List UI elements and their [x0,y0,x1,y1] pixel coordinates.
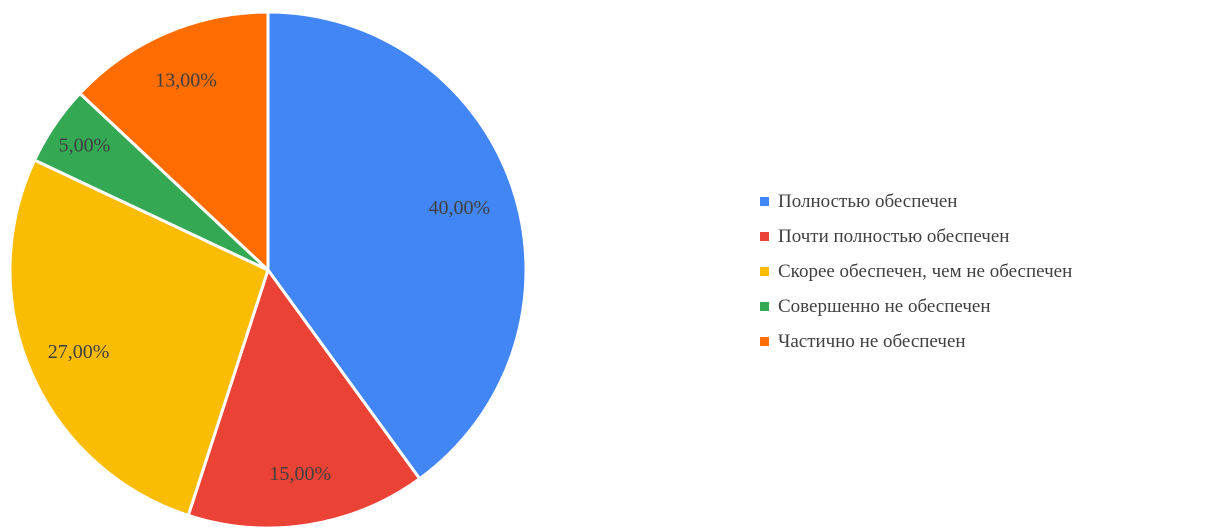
legend-item: Скорее обеспечен, чем не обеспечен [760,254,1220,289]
data-label-fully-provided: 40,00% [429,197,491,219]
pie-slice-almost-fully-provided [186,268,422,529]
legend-swatch [760,197,769,206]
pie-data-labels: 40,00% 15,00% 27,00% 5,00% 13,00% [48,70,490,485]
data-label-partially-not-provided: 13,00% [155,70,217,92]
legend-item: Совершенно не обеспечен [760,289,1220,324]
legend-label: Почти полностью обеспечен [778,225,1010,247]
pie-plot: 40,00% 15,00% 27,00% 5,00% 13,00% [8,10,528,529]
legend-label: Полностью обеспечен [778,190,958,212]
data-label-almost-fully-provided: 15,00% [269,463,331,485]
legend-swatch [760,232,769,241]
legend-item: Почти полностью обеспечен [760,219,1220,254]
legend-label: Частично не обеспечен [778,330,966,352]
pie-slices [8,10,528,529]
legend-label: Скорее обеспечен, чем не обеспечен [778,260,1073,282]
data-label-not-provided-at-all: 5,00% [59,134,111,156]
pie-slice-fully-provided [266,10,528,481]
legend: Полностью обеспечен Почти полностью обес… [760,184,1220,359]
legend-item: Частично не обеспечен [760,324,1220,359]
legend-swatch [760,337,769,346]
legend-swatch [760,302,769,311]
data-label-rather-provided: 27,00% [48,341,110,363]
pie-slice-rather-provided [8,158,270,517]
legend-swatch [760,267,769,276]
legend-label: Совершенно не обеспечен [778,295,991,317]
legend-item: Полностью обеспечен [760,184,1220,219]
pie-slice-partially-not-provided [78,10,270,272]
